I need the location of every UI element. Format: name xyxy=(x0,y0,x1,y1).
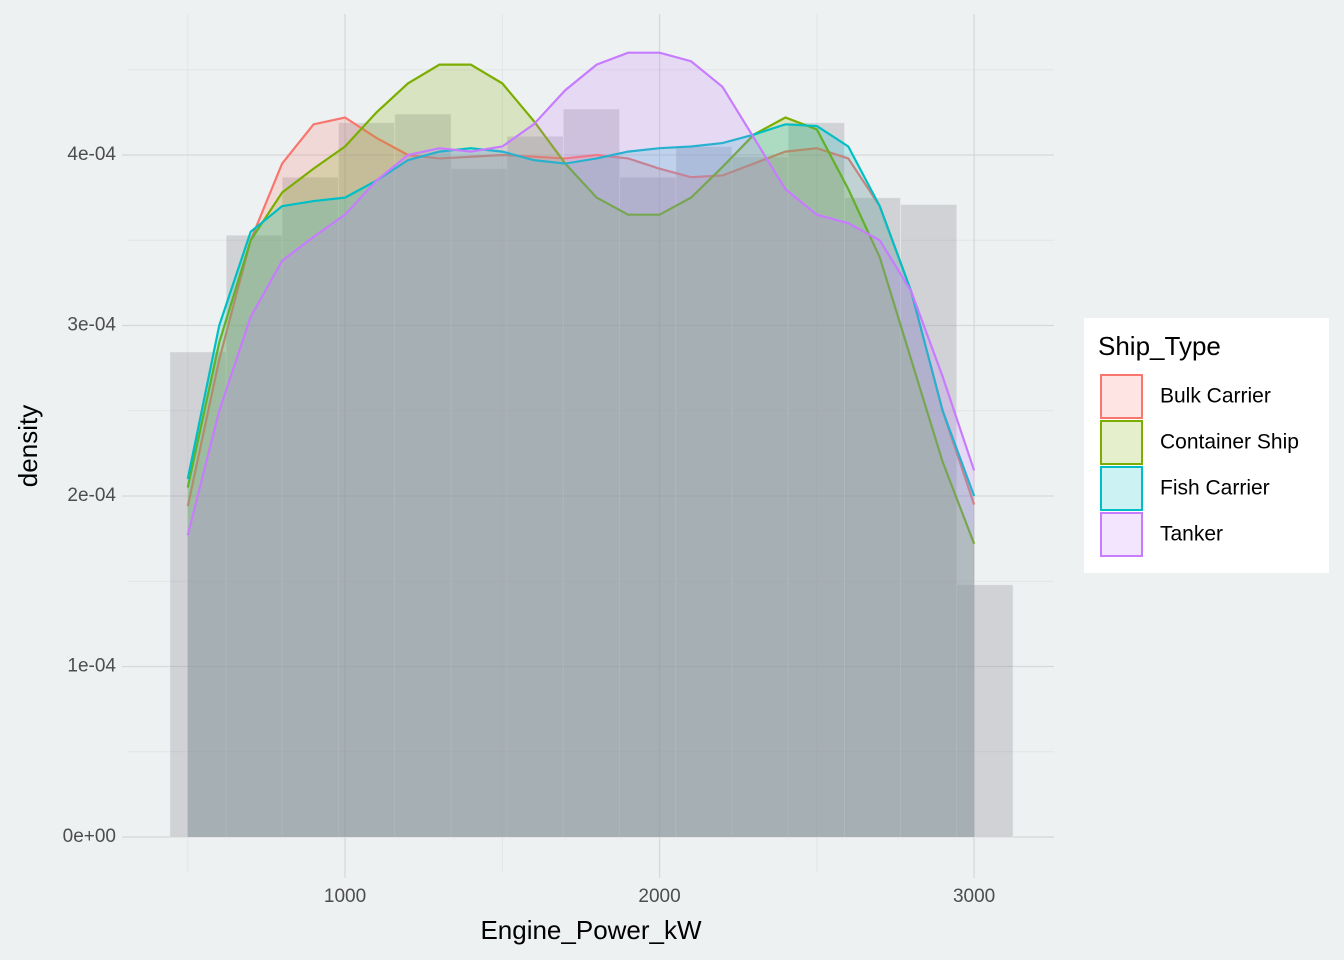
y-tick-label: 2e-04 xyxy=(67,485,116,506)
density-line xyxy=(186,51,976,536)
histogram-bar xyxy=(787,122,846,838)
density-line xyxy=(186,123,976,497)
histogram-bar xyxy=(450,168,508,838)
density-area xyxy=(187,64,975,838)
y-axis-label: density xyxy=(13,405,43,487)
legend-label: Bulk Carrier xyxy=(1160,385,1271,408)
density-line xyxy=(186,116,976,507)
x-tick-label: 1000 xyxy=(324,886,366,907)
legend-box xyxy=(1084,318,1329,573)
histogram-bar xyxy=(956,584,1014,838)
y-tick-label: 0e+00 xyxy=(63,826,116,847)
legend-label: Container Ship xyxy=(1160,431,1299,454)
density-line xyxy=(186,63,976,545)
histogram-bar xyxy=(394,113,452,838)
legend-key xyxy=(1100,512,1143,557)
histogram-bar xyxy=(562,108,621,838)
histogram-bar xyxy=(506,135,564,838)
histogram-bar xyxy=(844,197,902,838)
legend-key xyxy=(1100,420,1143,465)
y-tick-label: 1e-04 xyxy=(67,656,116,677)
y-tick-label: 4e-04 xyxy=(67,144,116,165)
x-axis-label: Engine_Power_kW xyxy=(480,915,702,945)
y-tick-label: 3e-04 xyxy=(67,315,116,336)
x-tick-label: 3000 xyxy=(953,886,995,907)
legend-key xyxy=(1100,466,1143,511)
histogram-bar xyxy=(900,203,958,838)
histogram-bar xyxy=(675,145,733,838)
density-area xyxy=(187,117,975,838)
legend-key xyxy=(1100,374,1143,419)
legend-label: Tanker xyxy=(1160,523,1223,546)
legend-label: Fish Carrier xyxy=(1160,477,1270,500)
density-area xyxy=(187,124,975,838)
histogram-bar xyxy=(281,176,339,838)
legend-title: Ship_Type xyxy=(1098,331,1221,361)
density-area xyxy=(187,52,975,838)
x-tick-label: 2000 xyxy=(638,886,680,907)
